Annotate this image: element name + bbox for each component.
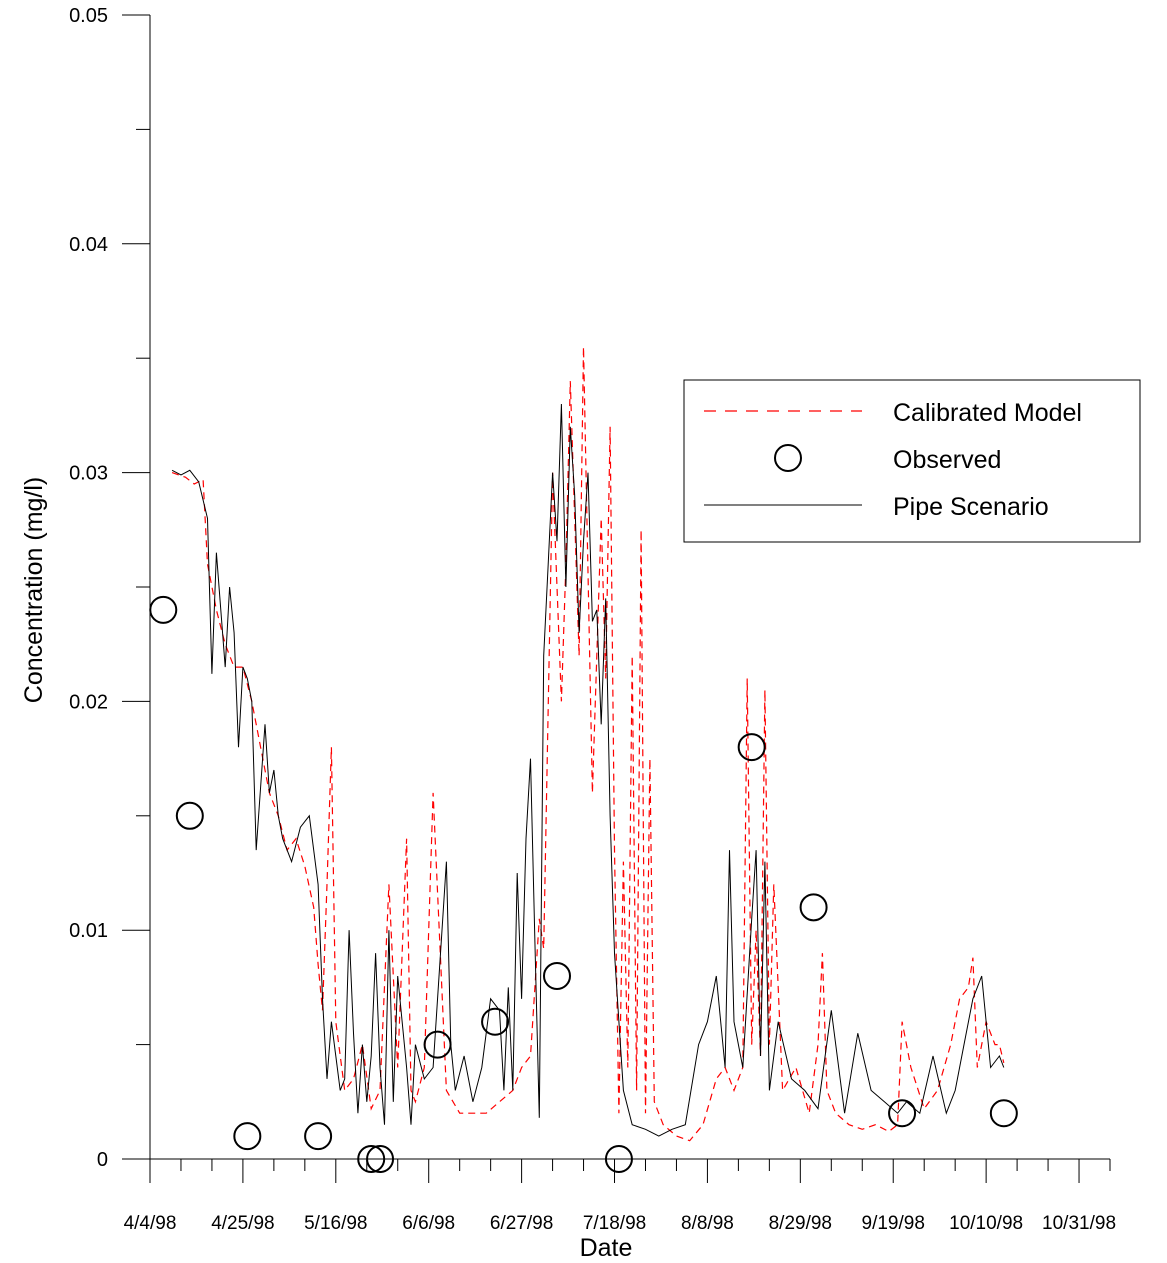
observed-point [357, 1145, 386, 1173]
x-tick-label: 7/18/98 [583, 1213, 646, 1234]
pipe-scenario-line [171, 403, 1005, 1137]
pipe-scenario-series [171, 403, 1005, 1137]
observed-point [423, 1030, 452, 1059]
observed-point [989, 1099, 1018, 1128]
observed-point [149, 595, 178, 624]
y-axis-label: Concentration (mg/l) [20, 477, 48, 703]
observed-point [233, 1122, 262, 1151]
y-tick-label: 0.02 [69, 691, 108, 713]
x-tick-label: 10/10/98 [949, 1213, 1023, 1234]
observed-point [543, 961, 572, 990]
observed-series [149, 595, 1018, 1173]
y-tick-label: 0.01 [69, 920, 108, 942]
x-tick-label: 9/19/98 [862, 1213, 925, 1234]
y-tick-label: 0.03 [69, 463, 108, 485]
x-tick-label: 8/8/98 [681, 1213, 734, 1234]
legend-observed-marker [774, 444, 802, 472]
legend-calibrated-label: Calibrated Model [893, 399, 1082, 427]
calibrated-model-series [171, 346, 1005, 1142]
legend-observed-label: Observed [893, 446, 1001, 474]
legend-pipe-label: Pipe Scenario [893, 493, 1049, 521]
x-tick-label: 4/25/98 [211, 1213, 274, 1234]
observed-point [175, 801, 204, 830]
observed-point [304, 1122, 333, 1151]
calibrated-model-line [171, 346, 1005, 1142]
observed-point [799, 893, 828, 922]
tick-labels: 0 0.01 0.02 0.03 0.04 0.05 4/4/98 4/25/98 5/16/9… [69, 5, 1116, 1234]
x-axis-label: Date [580, 1234, 633, 1262]
observed-point [737, 733, 766, 762]
x-tick-label: 6/6/98 [402, 1213, 455, 1234]
y-tick-label: 0.05 [69, 5, 108, 27]
observed-point [481, 1007, 510, 1036]
legend: Calibrated Model Observed Pipe Scenario [683, 379, 1141, 543]
x-tick-label: 8/29/98 [769, 1213, 832, 1234]
y-tick-label: 0.04 [69, 234, 108, 256]
x-tick-label: 5/16/98 [304, 1213, 367, 1234]
x-tick-label: 6/27/98 [490, 1213, 553, 1234]
observed-point [888, 1099, 917, 1128]
y-tick-label: 0 [97, 1149, 108, 1171]
observed-point [604, 1145, 633, 1173]
axes-layer [149, 15, 1110, 1160]
x-tick-label: 10/31/98 [1042, 1213, 1116, 1234]
x-tick-label: 4/4/98 [124, 1213, 177, 1234]
legend-box [683, 379, 1141, 543]
